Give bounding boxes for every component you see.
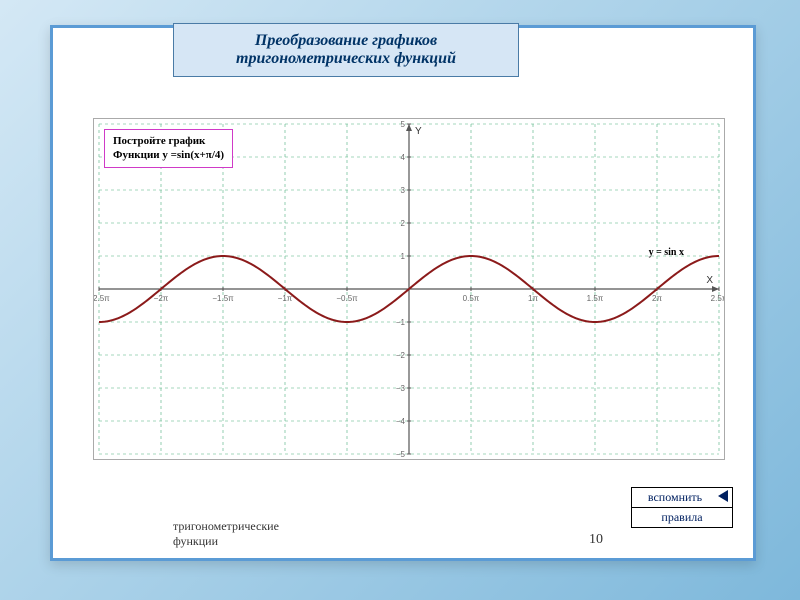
svg-text:−4: −4 (396, 417, 406, 426)
svg-text:−3: −3 (396, 384, 406, 393)
svg-text:−2: −2 (396, 351, 406, 360)
footer-text: тригонометрические функции (173, 519, 279, 548)
svg-text:2.5π: 2.5π (711, 294, 724, 303)
svg-text:5: 5 (401, 120, 406, 129)
svg-text:−2π: −2π (154, 294, 169, 303)
svg-text:X: X (706, 275, 713, 286)
svg-text:0.5π: 0.5π (463, 294, 480, 303)
svg-text:3: 3 (401, 186, 406, 195)
page-number: 10 (589, 532, 603, 548)
back-arrow-icon (718, 490, 728, 502)
chart-area: Постройте график Функции y =sin(x+π/4) y… (93, 118, 725, 460)
svg-text:1: 1 (401, 252, 406, 261)
slide-title: Преобразование графиков тригонометрическ… (173, 23, 519, 77)
slide-frame: Преобразование графиков тригонометрическ… (50, 25, 756, 561)
sine-chart: X Y −2.5π −2π −1.5π −1π −0.5π 0.5π 1π 1.5π 2π 2.5π −… (94, 119, 724, 459)
svg-text:−1.5π: −1.5π (212, 294, 234, 303)
recall-button[interactable]: вспомнить правила (631, 487, 733, 528)
function-label: y = sin x (649, 247, 684, 258)
task-line1: Постройте график (113, 135, 205, 147)
footer-line1: тригонометрические (173, 519, 279, 533)
svg-text:−2.5π: −2.5π (94, 294, 110, 303)
recall-top-label: вспомнить (648, 490, 702, 504)
svg-text:−1π: −1π (278, 294, 293, 303)
svg-text:−1: −1 (396, 318, 406, 327)
svg-text:−0.5π: −0.5π (336, 294, 358, 303)
task-box: Постройте график Функции y =sin(x+π/4) (104, 129, 233, 168)
svg-text:4: 4 (401, 153, 406, 162)
recall-bottom-label: правила (632, 508, 732, 527)
recall-top: вспомнить (632, 488, 732, 508)
title-line1: Преобразование графиков (255, 32, 437, 49)
footer-line2: функции (173, 534, 218, 548)
svg-text:1π: 1π (528, 294, 538, 303)
task-line2: Функции y =sin(x+π/4) (113, 149, 224, 161)
title-line2: тригонометрических функций (236, 50, 456, 67)
svg-text:Y: Y (415, 126, 422, 137)
svg-text:2: 2 (401, 219, 406, 228)
svg-text:1.5π: 1.5π (587, 294, 604, 303)
svg-text:2π: 2π (652, 294, 662, 303)
svg-text:−5: −5 (396, 450, 406, 459)
